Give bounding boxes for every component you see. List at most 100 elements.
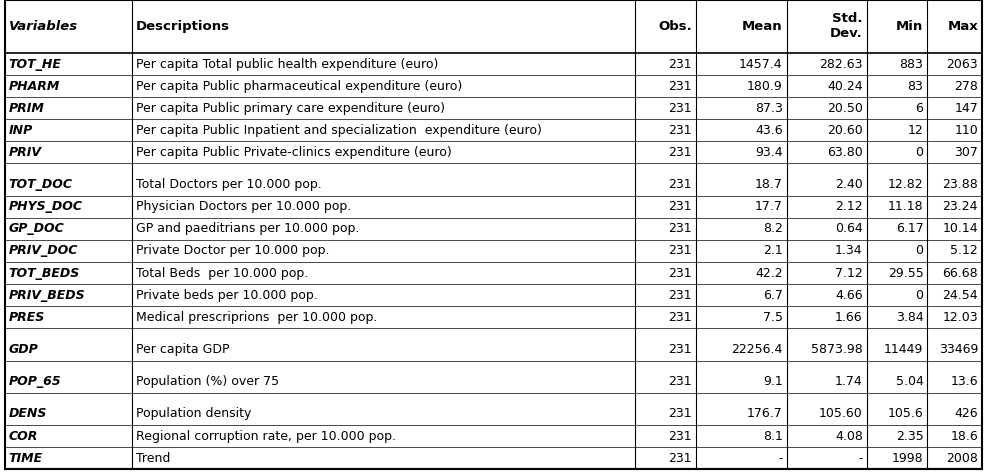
Text: 22256.4: 22256.4 [731,343,782,356]
Text: TOT_HE: TOT_HE [9,57,62,71]
Text: 12.82: 12.82 [888,178,923,191]
Text: PRIV: PRIV [9,146,42,159]
Text: 40.24: 40.24 [828,80,863,92]
Text: 2008: 2008 [947,452,978,465]
Text: TOT_BEDS: TOT_BEDS [9,266,80,280]
Text: Variables: Variables [9,20,78,33]
Text: Per capita Public primary care expenditure (euro): Per capita Public primary care expenditu… [136,102,445,115]
Text: 17.7: 17.7 [755,201,782,213]
Text: 4.66: 4.66 [835,289,863,301]
Text: 0: 0 [915,245,923,257]
Text: 231: 231 [668,201,692,213]
Text: 231: 231 [668,429,692,443]
Text: Physician Doctors per 10.000 pop.: Physician Doctors per 10.000 pop. [136,201,351,213]
Text: 18.6: 18.6 [951,429,978,443]
Text: 6.17: 6.17 [895,222,923,236]
Text: 231: 231 [668,245,692,257]
Text: Population density: Population density [136,408,251,420]
Text: 0.64: 0.64 [835,222,863,236]
Text: 426: 426 [954,408,978,420]
Text: 3.84: 3.84 [895,311,923,324]
Text: PRIV_BEDS: PRIV_BEDS [9,289,86,301]
Text: 110: 110 [954,124,978,137]
Text: 8.2: 8.2 [763,222,782,236]
Text: 231: 231 [668,343,692,356]
Text: 231: 231 [668,57,692,71]
Text: 307: 307 [954,146,978,159]
Text: PHYS_DOC: PHYS_DOC [9,201,83,213]
Text: 176.7: 176.7 [747,408,782,420]
Text: Per capita GDP: Per capita GDP [136,343,229,356]
Text: 231: 231 [668,178,692,191]
Text: 231: 231 [668,289,692,301]
Text: 18.7: 18.7 [755,178,782,191]
Text: 2.12: 2.12 [835,201,863,213]
Text: 11.18: 11.18 [888,201,923,213]
Text: 87.3: 87.3 [755,102,782,115]
Text: 105.60: 105.60 [819,408,863,420]
Text: GP_DOC: GP_DOC [9,222,65,236]
Text: 1.34: 1.34 [835,245,863,257]
Text: PRES: PRES [9,311,45,324]
Text: 20.60: 20.60 [827,124,863,137]
Text: 12: 12 [907,124,923,137]
Text: PRIV_DOC: PRIV_DOC [9,245,79,257]
Text: TIME: TIME [9,452,43,465]
Text: DENS: DENS [9,408,47,420]
Text: 63.80: 63.80 [827,146,863,159]
Text: -: - [858,452,863,465]
Text: Descriptions: Descriptions [136,20,230,33]
Text: 105.6: 105.6 [888,408,923,420]
Text: 12.03: 12.03 [943,311,978,324]
Text: GP and paeditrians per 10.000 pop.: GP and paeditrians per 10.000 pop. [136,222,359,236]
Text: Private beds per 10.000 pop.: Private beds per 10.000 pop. [136,289,318,301]
Text: 33469: 33469 [939,343,978,356]
Text: 231: 231 [668,266,692,280]
Text: 278: 278 [954,80,978,92]
Text: 11449: 11449 [884,343,923,356]
Text: 2.1: 2.1 [763,245,782,257]
Text: 5.12: 5.12 [951,245,978,257]
Text: 1.66: 1.66 [835,311,863,324]
Text: 231: 231 [668,222,692,236]
Text: Obs.: Obs. [658,20,692,33]
Text: 1.74: 1.74 [835,375,863,388]
Text: 180.9: 180.9 [747,80,782,92]
Text: Max: Max [948,20,978,33]
Text: 2.35: 2.35 [895,429,923,443]
Text: 231: 231 [668,311,692,324]
Text: Per capita Total public health expenditure (euro): Per capita Total public health expenditu… [136,57,438,71]
Text: PRIM: PRIM [9,102,44,115]
Text: 1457.4: 1457.4 [739,57,782,71]
Text: 282.63: 282.63 [820,57,863,71]
Text: Min: Min [896,20,923,33]
Text: 7.12: 7.12 [835,266,863,280]
Text: Population (%) over 75: Population (%) over 75 [136,375,279,388]
Text: 42.2: 42.2 [755,266,782,280]
Text: 2.40: 2.40 [835,178,863,191]
Text: -: - [778,452,782,465]
Text: 13.6: 13.6 [951,375,978,388]
Text: 5873.98: 5873.98 [811,343,863,356]
Text: 231: 231 [668,146,692,159]
Text: COR: COR [9,429,38,443]
Text: 231: 231 [668,375,692,388]
Text: 10.14: 10.14 [943,222,978,236]
Text: 6: 6 [915,102,923,115]
Text: 43.6: 43.6 [755,124,782,137]
Text: Regional corruption rate, per 10.000 pop.: Regional corruption rate, per 10.000 pop… [136,429,396,443]
Text: 1998: 1998 [892,452,923,465]
Text: 66.68: 66.68 [943,266,978,280]
Text: Per capita Public Inpatient and specialization  expenditure (euro): Per capita Public Inpatient and speciali… [136,124,542,137]
Text: Private Doctor per 10.000 pop.: Private Doctor per 10.000 pop. [136,245,330,257]
Text: Total Beds  per 10.000 pop.: Total Beds per 10.000 pop. [136,266,308,280]
Text: 23.24: 23.24 [943,201,978,213]
Text: 4.08: 4.08 [834,429,863,443]
Text: Mean: Mean [742,20,782,33]
Text: 24.54: 24.54 [943,289,978,301]
Text: 9.1: 9.1 [763,375,782,388]
Text: 0: 0 [915,289,923,301]
Text: 2063: 2063 [947,57,978,71]
Text: 147: 147 [954,102,978,115]
Text: 20.50: 20.50 [827,102,863,115]
